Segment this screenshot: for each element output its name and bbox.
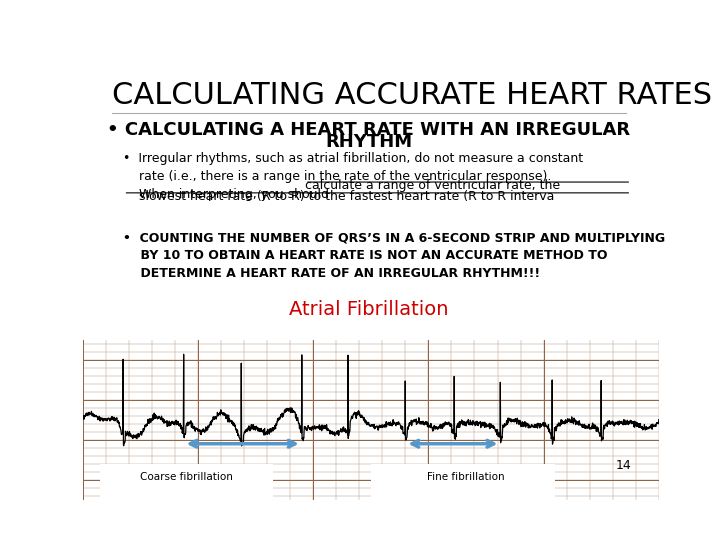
Text: Atrial Fibrillation: Atrial Fibrillation — [289, 300, 449, 319]
Text: slowest heart rate (R to R) to the fastest heart rate (R to R interva: slowest heart rate (R to R) to the faste… — [124, 190, 555, 202]
Text: •  Irregular rhythms, such as atrial fibrillation, do not measure a constant
   : • Irregular rhythms, such as atrial fibr… — [124, 152, 584, 201]
Text: Coarse fibrillation: Coarse fibrillation — [140, 472, 233, 482]
Text: 14: 14 — [616, 460, 631, 472]
Text: • CALCULATING A HEART RATE WITH AN IRREGULAR: • CALCULATING A HEART RATE WITH AN IRREG… — [107, 121, 631, 139]
Text: Fine fibrillation: Fine fibrillation — [427, 472, 505, 482]
Text: CALCULATING ACCURATE HEART RATES: CALCULATING ACCURATE HEART RATES — [112, 82, 713, 111]
Text: •  COUNTING THE NUMBER OF QRS’S IN A 6-SECOND STRIP AND MULTIPLYING
    BY 10 TO: • COUNTING THE NUMBER OF QRS’S IN A 6-SE… — [124, 231, 665, 280]
FancyBboxPatch shape — [100, 464, 273, 500]
FancyBboxPatch shape — [371, 464, 555, 500]
Text: calculate a range of ventricular rate, the: calculate a range of ventricular rate, t… — [305, 179, 560, 192]
Text: RHYTHM: RHYTHM — [325, 133, 413, 151]
